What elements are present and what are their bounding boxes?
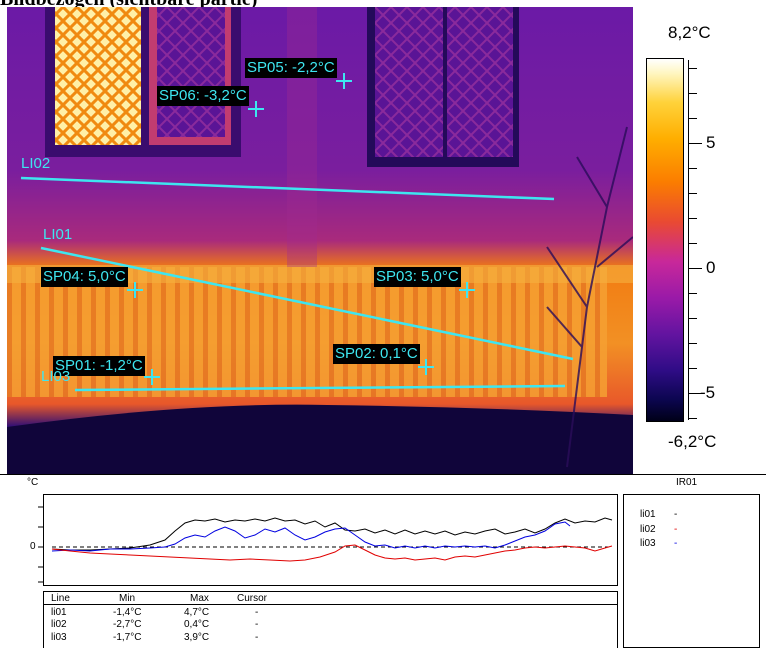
spot-sp01-label[interactable]: SP01: -1,2°C [53,356,145,376]
table-cell: -1,4°C [113,607,142,618]
scale-tick [688,243,697,244]
table-cell: -2,7°C [113,619,142,630]
stats-table: Line Min Max Cursor li01 -1,4°C 4,7°C - … [43,591,618,648]
scale-tick [688,68,697,69]
table-cell: - [255,632,259,643]
scale-tick [688,268,702,269]
legend-name: li03 [640,538,656,549]
chart-unit-label: °C [27,477,39,488]
scale-tick [688,218,697,219]
scale-tick [688,93,697,94]
scale-axis [688,60,689,420]
chart-image-label: IR01 [676,477,698,488]
chart-zero-label: 0 [30,541,36,552]
spot-sp02-label[interactable]: SP02: 0,1°C [333,344,420,364]
section-divider [0,474,766,475]
table-header-line: Line [51,593,70,604]
legend-name: li01 [640,509,656,520]
table-cell: - [255,619,259,630]
scale-tick [688,368,697,369]
scale-tick [688,143,702,144]
scale-min-label: -6,2°C [668,432,717,451]
spot-sp05-label[interactable]: SP05: -2,2°C [245,58,337,78]
scale-tick [688,393,702,394]
scale-tick [688,118,697,119]
spot-sp04-label[interactable]: SP04: 5,0°C [41,267,128,287]
table-header-cursor: Cursor [237,593,268,604]
scale-tick [688,293,697,294]
table-header-max: Max [190,593,209,604]
table-cell: li03 [51,632,67,643]
line-li02-label[interactable]: LI02 [21,155,51,172]
scale-tick-label-minus5: -5 [700,383,716,402]
table-cell: 4,7°C [184,607,210,618]
scale-tick [688,343,697,344]
scale-tick [688,193,697,194]
legend-item-li02: li02 - [640,524,677,535]
scale-tick [688,168,697,169]
spot-sp03-label[interactable]: SP03: 5,0°C [374,267,461,287]
table-cell: li01 [51,607,67,618]
legend-item-li01: li01 - [640,509,677,520]
scale-tick-label-0: 0 [706,258,716,277]
legend-mark: - [674,538,678,549]
legend-mark: - [674,524,678,535]
temperature-colorbar [646,58,684,422]
table-cell: li02 [51,619,67,630]
legend-item-li03: li03 - [640,538,677,549]
line-li01-label[interactable]: LI01 [43,226,73,243]
scale-tick [688,418,697,419]
table-cell: 3,9°C [184,632,210,643]
table-cell: - [255,607,259,618]
spot-sp06-label[interactable]: SP06: -3,2°C [157,86,249,106]
table-header-divider [44,604,617,605]
page-title: Bildbezogen (sichtbare partie) [0,0,257,10]
scale-tick [688,318,697,319]
thermal-image[interactable]: SP05: -2,2°C SP06: -3,2°C SP04: 5,0°C SP… [7,7,633,474]
table-cell: -1,7°C [113,632,142,643]
legend-name: li02 [640,524,656,535]
table-header-min: Min [119,593,136,604]
chart-legend: li01 - li02 - li03 - [623,494,760,648]
scale-max-label: 8,2°C [668,23,711,42]
line-li03-label[interactable]: LI03 [41,368,71,385]
scale-tick-label-5: 5 [706,133,716,152]
legend-mark: - [674,509,678,520]
table-cell: 0,4°C [184,619,210,630]
thermal-image-canvas [7,7,633,474]
profile-chart[interactable] [43,494,618,586]
